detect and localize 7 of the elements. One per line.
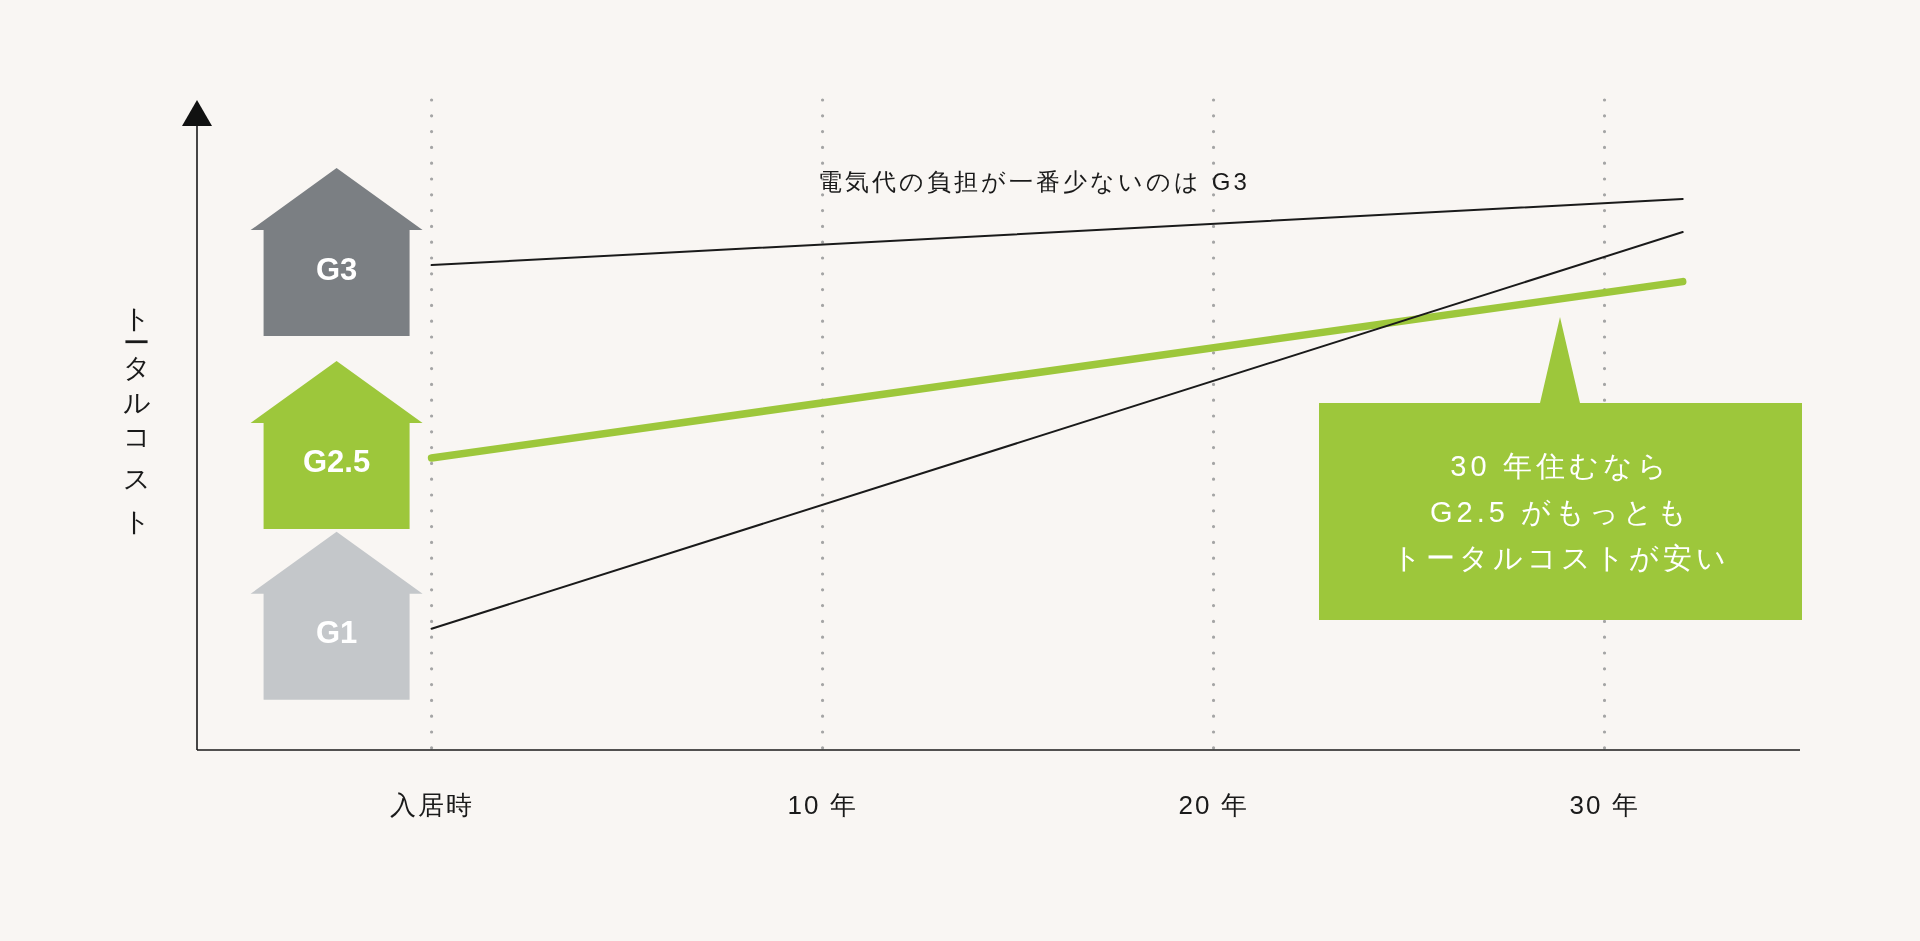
x-tick-label: 入居時 [389,790,474,820]
annotation: 30 年住むならG2.5 がもっともトータルコストが安い [1391,449,1730,574]
text: 電気代の負担が一番少ないのは G3 [818,167,1250,195]
x-tick-label: 10 年 [787,790,858,820]
x-tick-label: 20 年 [1178,790,1249,820]
x-tick-label: 30 年 [1569,790,1640,820]
y-axis-title: トータルコスト [122,289,152,535]
